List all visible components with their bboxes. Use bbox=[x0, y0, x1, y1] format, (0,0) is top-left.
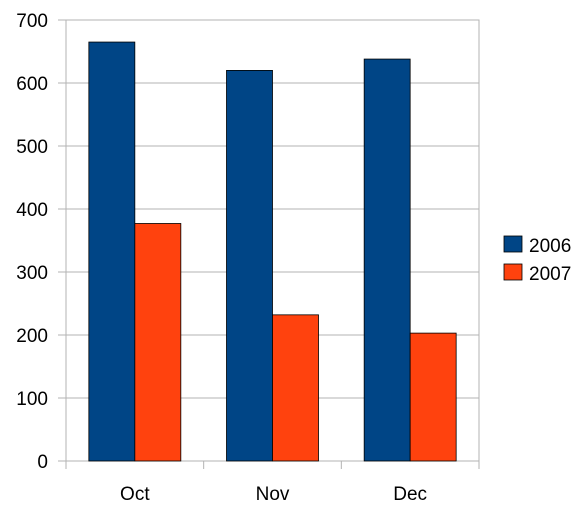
legend: 2006 2007 bbox=[503, 235, 571, 285]
y-tick-label-100: 100 bbox=[16, 389, 48, 410]
legend-swatch-2007 bbox=[503, 263, 523, 281]
legend-swatch-2006 bbox=[503, 235, 523, 253]
y-tick-label-300: 300 bbox=[16, 263, 48, 284]
y-tick-label-500: 500 bbox=[16, 137, 48, 158]
y-tick-label-200: 200 bbox=[16, 326, 48, 347]
bars bbox=[88, 41, 457, 462]
x-tick-label-nov: Nov bbox=[256, 484, 290, 505]
y-axis-ticks: 0 100 200 300 400 500 600 700 bbox=[16, 11, 66, 473]
y-tick-label-0: 0 bbox=[37, 452, 48, 473]
x-axis-ticks: Oct Nov Dec bbox=[65, 461, 480, 505]
bar-2006-Nov bbox=[226, 70, 273, 462]
y-tick-label-600: 600 bbox=[16, 74, 48, 95]
bar-2006-Dec bbox=[363, 58, 411, 462]
bar-2006-Oct bbox=[88, 41, 136, 462]
legend-label-2007: 2007 bbox=[529, 264, 571, 285]
legend-label-2006: 2006 bbox=[529, 236, 571, 257]
y-tick-label-400: 400 bbox=[16, 200, 48, 221]
bar-2007-Dec bbox=[409, 332, 457, 462]
x-tick-label-dec: Dec bbox=[393, 484, 427, 505]
y-tick-label-700: 700 bbox=[16, 11, 48, 32]
x-tick-label-oct: Oct bbox=[120, 484, 150, 505]
bar-2007-Nov bbox=[272, 314, 319, 462]
bar-2007-Oct bbox=[134, 223, 182, 462]
